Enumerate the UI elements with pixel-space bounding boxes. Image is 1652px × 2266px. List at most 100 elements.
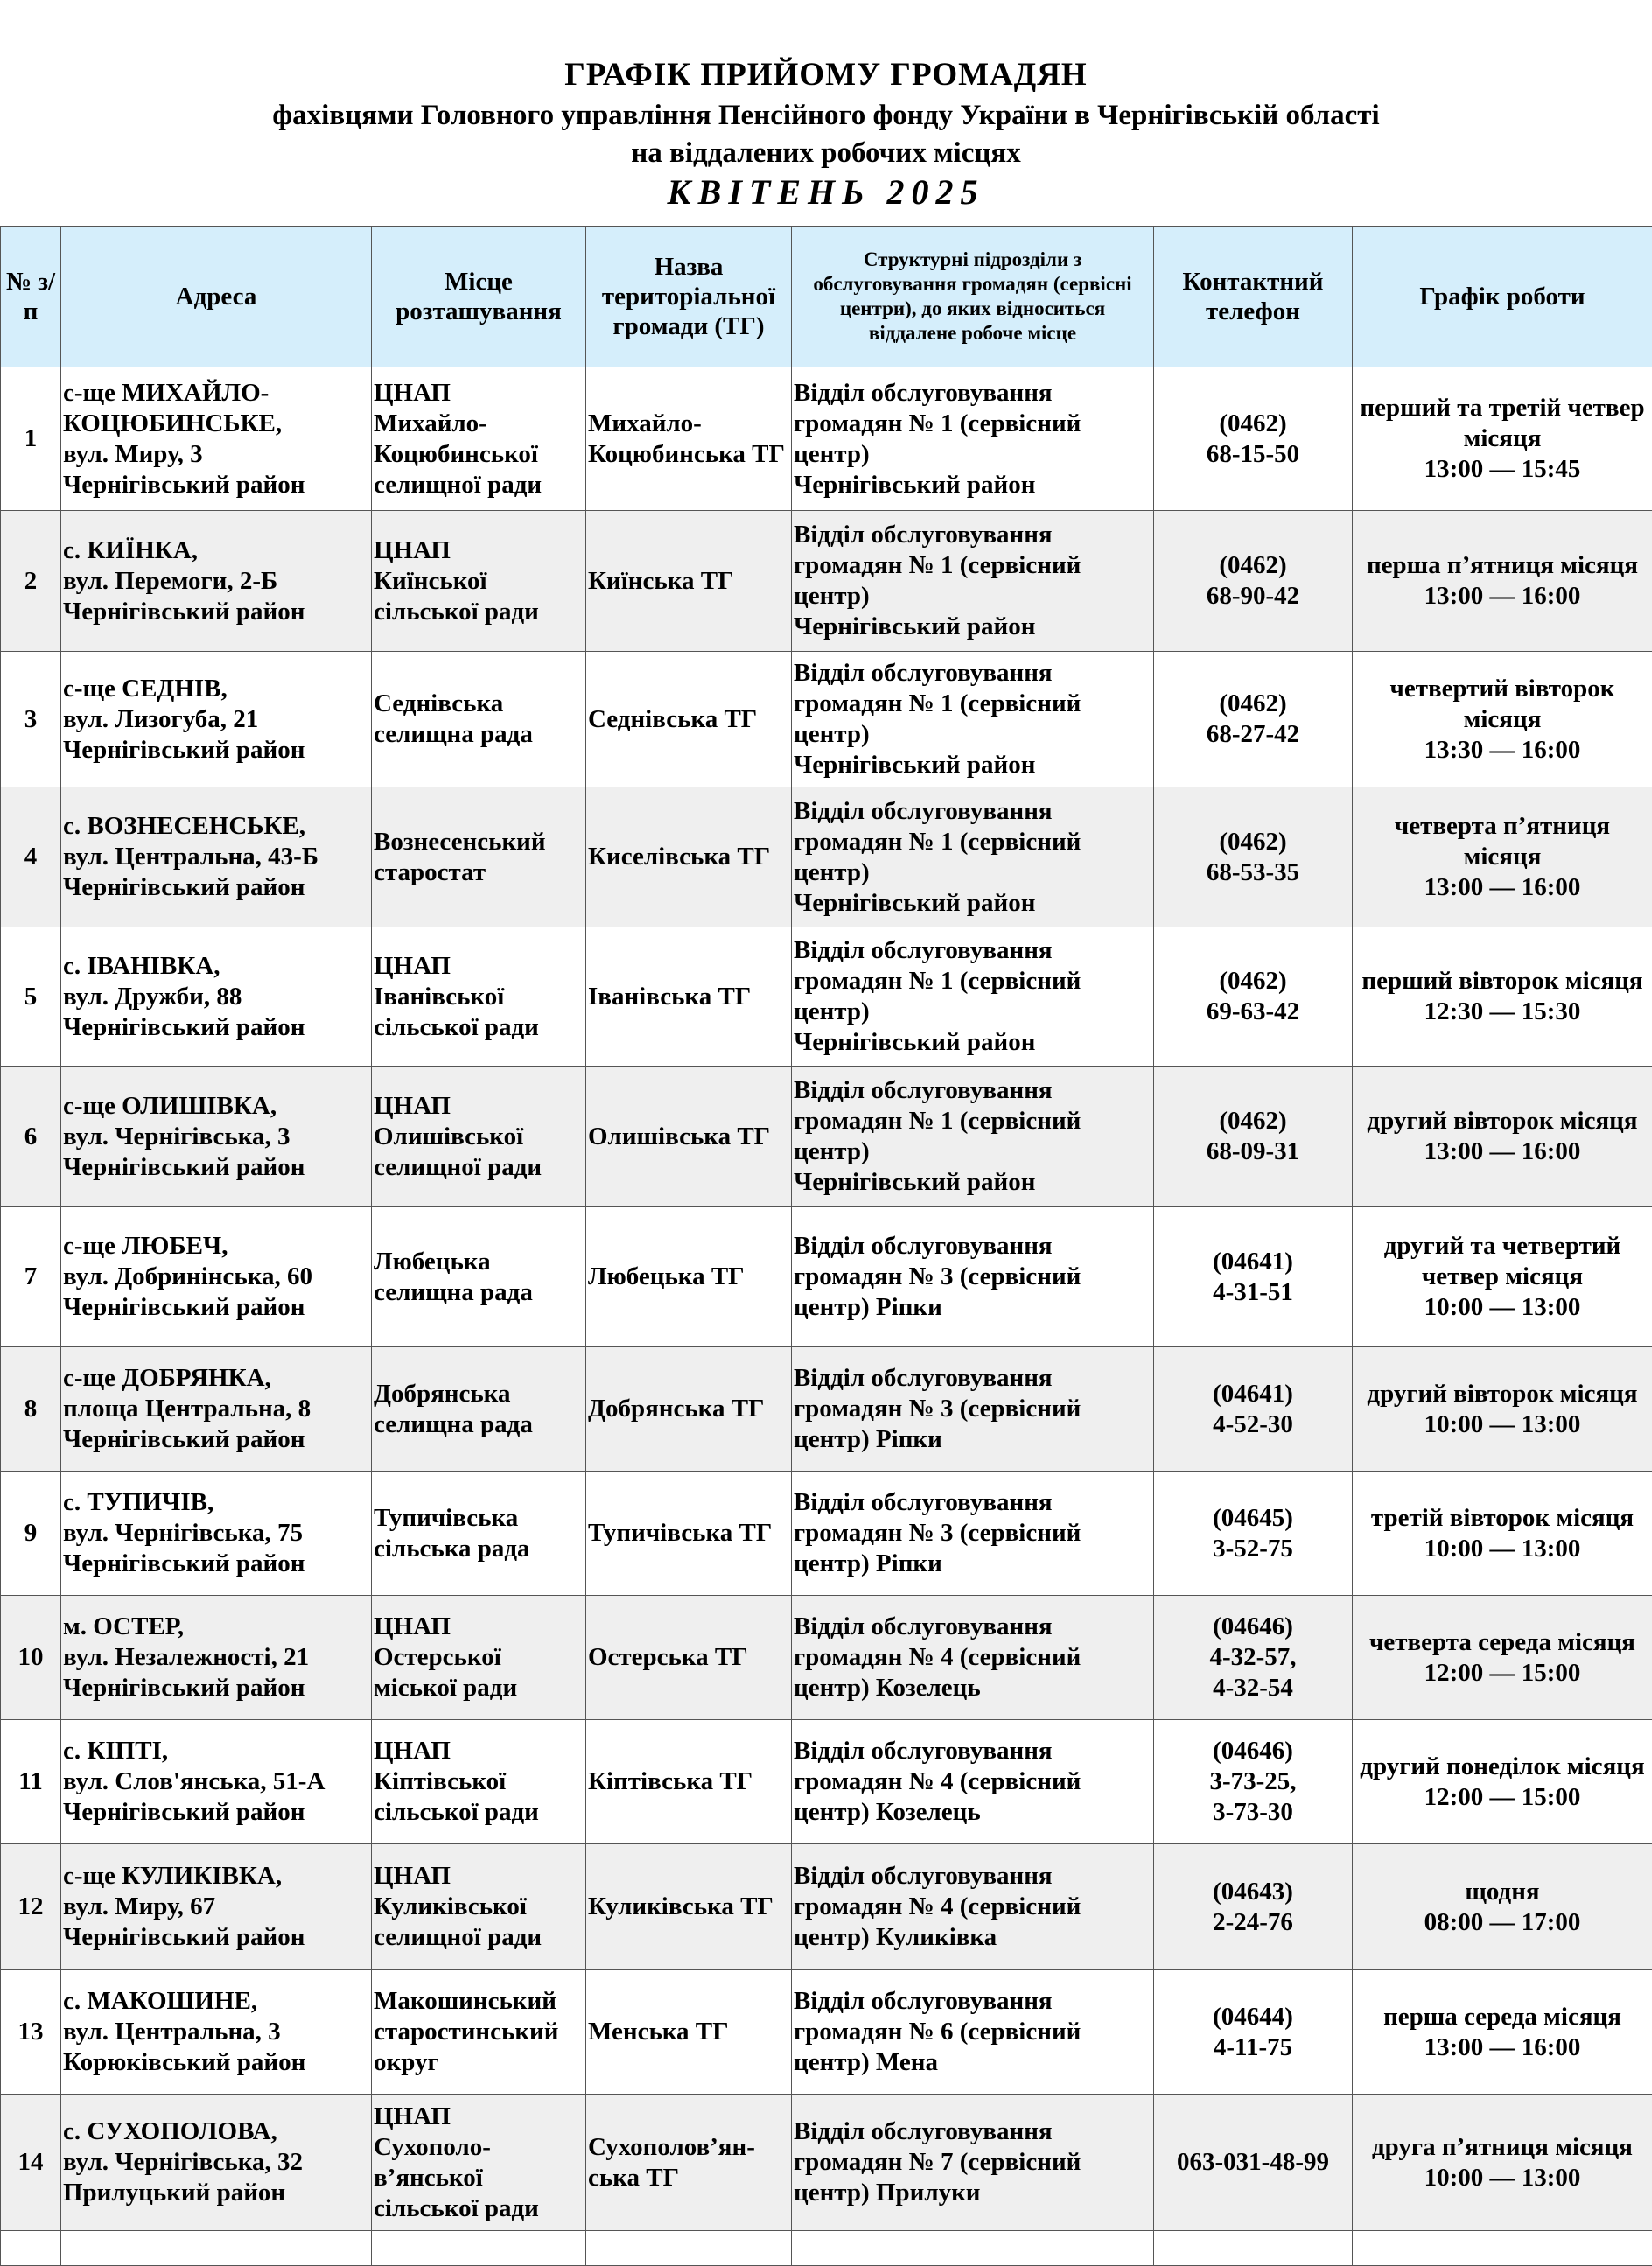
cell-place: Седнівська селищна рада [372, 652, 586, 787]
cell-tg: Киїнська ТГ [586, 511, 792, 652]
cell-place: Макошинський старостинський округ [372, 1970, 586, 2095]
cell-phone: (04646) 3-73-25, 3-73-30 [1154, 1720, 1353, 1844]
header-phone: Контактний телефон [1154, 227, 1353, 367]
cell-schedule: третій вівторок місяця 10:00 — 13:00 [1353, 1472, 1652, 1596]
cell-service: Відділ обслуговування громадян № 1 (серв… [792, 367, 1154, 511]
cell-empty [1, 2231, 61, 2266]
cell-empty [792, 2231, 1154, 2266]
cell-phone: (04645) 3-52-75 [1154, 1472, 1353, 1596]
cell-place: Любецька селищна рада [372, 1207, 586, 1347]
cell-tg: Михайло-Коцюбинська ТГ [586, 367, 792, 511]
cell-place: ЦНАП Іванівської сільської ради [372, 927, 586, 1067]
cell-service: Відділ обслуговування громадян № 3 (серв… [792, 1207, 1154, 1347]
cell-phone: (0462) 68-53-35 [1154, 787, 1353, 927]
header-num: № з/п [1, 227, 61, 367]
cell-address: с. СУХОПОЛОВА, вул. Чернігівська, 32 При… [61, 2095, 372, 2231]
cell-address: с-ще ДОБРЯНКА, площа Центральна, 8 Черні… [61, 1347, 372, 1472]
cell-num: 7 [1, 1207, 61, 1347]
cell-place: ЦНАП Кіптівської сільської ради [372, 1720, 586, 1844]
header-schedule: Графік роботи [1353, 227, 1652, 367]
cell-schedule: четверта середа місяця 12:00 — 15:00 [1353, 1596, 1652, 1720]
cell-address: с-ще ЛЮБЕЧ, вул. Добринінська, 60 Черніг… [61, 1207, 372, 1347]
cell-address: с-ще КУЛИКІВКА, вул. Миру, 67 Чернігівсь… [61, 1844, 372, 1970]
cell-address: м. ОСТЕР, вул. Незалежності, 21 Чернігів… [61, 1596, 372, 1720]
cell-phone: 063-031-48-99 [1154, 2095, 1353, 2231]
cell-service: Відділ обслуговування громадян № 4 (серв… [792, 1596, 1154, 1720]
cell-num: 1 [1, 367, 61, 511]
header-service: Структурні підрозділи з обслуговування г… [792, 227, 1154, 367]
cell-tg: Добрянська ТГ [586, 1347, 792, 1472]
cell-service: Відділ обслуговування громадян № 3 (серв… [792, 1347, 1154, 1472]
cell-phone: (0462) 68-09-31 [1154, 1067, 1353, 1207]
cell-place: ЦНАП Остерської міської ради [372, 1596, 586, 1720]
cell-place: Вознесенський старостат [372, 787, 586, 927]
cell-tg: Олишівська ТГ [586, 1067, 792, 1207]
cell-phone: (0462) 68-15-50 [1154, 367, 1353, 511]
cell-service: Відділ обслуговування громадян № 1 (серв… [792, 927, 1154, 1067]
cell-service: Відділ обслуговування громадян № 1 (серв… [792, 787, 1154, 927]
cell-address: с. ВОЗНЕСЕНСЬКЕ, вул. Центральна, 43-Б Ч… [61, 787, 372, 927]
document-title-block: ГРАФІК ПРИЙОМУ ГРОМАДЯН фахівцями Головн… [0, 54, 1652, 213]
header-address: Адреса [61, 227, 372, 367]
cell-schedule: другий вівторок місяця 10:00 — 13:00 [1353, 1347, 1652, 1472]
month-year: КВІТЕНЬ 2025 [0, 171, 1652, 213]
cell-place: ЦНАП Михайло-Коцюбинської селищної ради [372, 367, 586, 511]
cell-place: ЦНАП Куликівської селищної ради [372, 1844, 586, 1970]
cell-schedule: перший та третій четвер місяця 13:00 — 1… [1353, 367, 1652, 511]
cell-schedule: четверта п’ятниця місяця 13:00 — 16:00 [1353, 787, 1652, 927]
cell-address: с. КІПТІ, вул. Слов'янська, 51-А Чернігі… [61, 1720, 372, 1844]
cell-num: 10 [1, 1596, 61, 1720]
cell-address: с. КИЇНКА, вул. Перемоги, 2-Б Чернігівсь… [61, 511, 372, 652]
cell-schedule: другий та четвертий четвер місяця 10:00 … [1353, 1207, 1652, 1347]
cell-place: ЦНАП Олишівської селищної ради [372, 1067, 586, 1207]
cell-num: 3 [1, 652, 61, 787]
cell-address: с-ще СЕДНІВ, вул. Лизогуба, 21 Чернігівс… [61, 652, 372, 787]
cell-phone: (04641) 4-52-30 [1154, 1347, 1353, 1472]
cell-tg: Седнівська ТГ [586, 652, 792, 787]
subtitle-2: на віддалених робочих місцях [0, 135, 1652, 171]
cell-schedule: щодня 08:00 — 17:00 [1353, 1844, 1652, 1970]
cell-service: Відділ обслуговування громадян № 1 (серв… [792, 652, 1154, 787]
cell-service: Відділ обслуговування громадян № 1 (серв… [792, 511, 1154, 652]
cell-address: с. МАКОШИНЕ, вул. Центральна, 3 Корюківс… [61, 1970, 372, 2095]
cell-num: 11 [1, 1720, 61, 1844]
cell-service: Відділ обслуговування громадян № 4 (серв… [792, 1844, 1154, 1970]
schedule-table: № з/п Адреса Місце розташування Назва те… [0, 226, 1652, 2266]
cell-tg: Остерська ТГ [586, 1596, 792, 1720]
cell-phone: (0462) 68-90-42 [1154, 511, 1353, 652]
cell-place: Добрянська селищна рада [372, 1347, 586, 1472]
cell-schedule: друга п’ятниця місяця 10:00 — 13:00 [1353, 2095, 1652, 2231]
subtitle: фахівцями Головного управління Пенсійног… [0, 96, 1652, 135]
cell-empty [586, 2231, 792, 2266]
cell-tg: Любецька ТГ [586, 1207, 792, 1347]
cell-schedule: перший вівторок місяця 12:30 — 15:30 [1353, 927, 1652, 1067]
cell-schedule: перша середа місяця 13:00 — 16:00 [1353, 1970, 1652, 2095]
cell-phone: (04641) 4-31-51 [1154, 1207, 1353, 1347]
cell-empty [1353, 2231, 1652, 2266]
cell-place: Тупичівська сільська рада [372, 1472, 586, 1596]
cell-num: 14 [1, 2095, 61, 2231]
title: ГРАФІК ПРИЙОМУ ГРОМАДЯН [0, 54, 1652, 96]
cell-empty [372, 2231, 586, 2266]
cell-num: 9 [1, 1472, 61, 1596]
cell-tg: Сухополов’ян-ська ТГ [586, 2095, 792, 2231]
cell-tg: Куликівська ТГ [586, 1844, 792, 1970]
header-tg: Назва територіальної громади (ТГ) [586, 227, 792, 367]
cell-schedule: четвертий вівторок місяця 13:30 — 16:00 [1353, 652, 1652, 787]
cell-place: ЦНАП Сухополо-в’янської сільської ради [372, 2095, 586, 2231]
cell-phone: (04644) 4-11-75 [1154, 1970, 1353, 2095]
